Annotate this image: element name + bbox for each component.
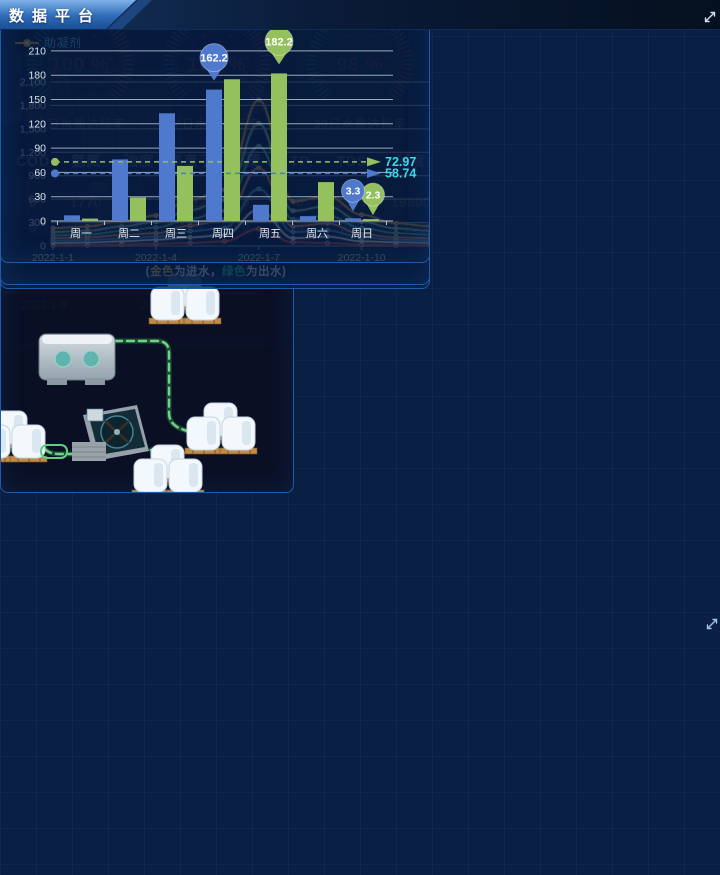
svg-text:120: 120 <box>28 118 46 130</box>
svg-text:30: 30 <box>34 191 46 203</box>
svg-text:周一: 周一 <box>70 227 92 240</box>
expand-icon[interactable] <box>703 10 717 24</box>
header-bar <box>0 0 720 30</box>
svg-text:58.74: 58.74 <box>385 166 416 180</box>
svg-text:150: 150 <box>28 94 46 106</box>
bar-panel-expand-icon[interactable] <box>705 617 719 631</box>
svg-text:3.3: 3.3 <box>346 186 361 198</box>
svg-text:182.2: 182.2 <box>265 36 293 48</box>
svg-text:162.2: 162.2 <box>200 53 228 65</box>
svg-text:72.97: 72.97 <box>385 155 416 169</box>
svg-text:2.3: 2.3 <box>366 189 381 201</box>
svg-text:90: 90 <box>34 143 46 155</box>
svg-text:210: 210 <box>28 45 46 57</box>
page-title: 数据平台 <box>9 8 102 25</box>
svg-text:周四: 周四 <box>212 227 234 240</box>
svg-text:周六: 周六 <box>306 227 328 240</box>
svg-text:0: 0 <box>40 216 46 228</box>
svg-text:周三: 周三 <box>165 227 187 240</box>
consumption-bar-chart[interactable]: 210 180 150 120 90 60 30 0 周一 周二 周三 周四 周五 周六 周日 72.9758… <box>1 29 429 262</box>
svg-text:180: 180 <box>28 70 46 82</box>
svg-text:周五: 周五 <box>259 227 281 240</box>
svg-text:周日: 周日 <box>351 227 373 240</box>
svg-text:周二: 周二 <box>118 227 140 240</box>
consumption-panel: 今日电耗今日药耗 2101801501209060300周一周二周三周四周五周六… <box>0 0 430 263</box>
svg-text:60: 60 <box>34 167 46 179</box>
